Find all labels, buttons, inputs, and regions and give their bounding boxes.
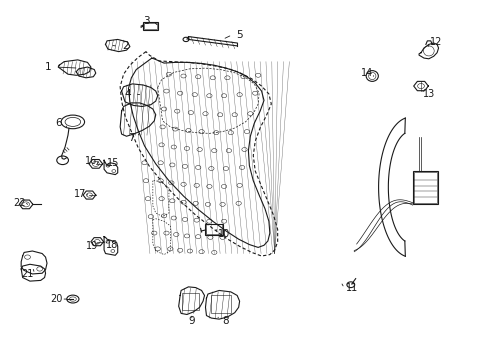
Text: 12: 12 [428,37,441,47]
Text: 14: 14 [361,68,373,78]
Bar [143,22,158,30]
Text: 8: 8 [222,316,229,325]
Bar [205,225,221,234]
Text: 1: 1 [45,62,52,72]
Text: 21: 21 [21,269,34,279]
Bar [144,23,157,30]
Text: 3: 3 [142,17,149,27]
Text: 15: 15 [106,158,119,168]
Text: 2: 2 [122,41,128,51]
Text: 6: 6 [55,118,61,128]
Text: 16: 16 [84,156,97,166]
Bar [412,171,437,204]
Text: 19: 19 [86,241,98,251]
Bar [182,293,199,310]
Text: 20: 20 [50,294,63,304]
Bar [204,224,223,234]
Text: 17: 17 [73,189,86,199]
Text: 5: 5 [236,30,243,40]
Text: 18: 18 [105,240,118,250]
Bar [211,296,230,314]
Text: 22: 22 [13,198,25,208]
Text: 11: 11 [345,283,357,293]
Text: 13: 13 [422,89,434,99]
Text: 9: 9 [188,316,195,325]
Text: 7: 7 [128,133,134,143]
Bar [413,172,436,203]
Text: 10: 10 [218,229,230,239]
Text: 4: 4 [124,89,130,99]
